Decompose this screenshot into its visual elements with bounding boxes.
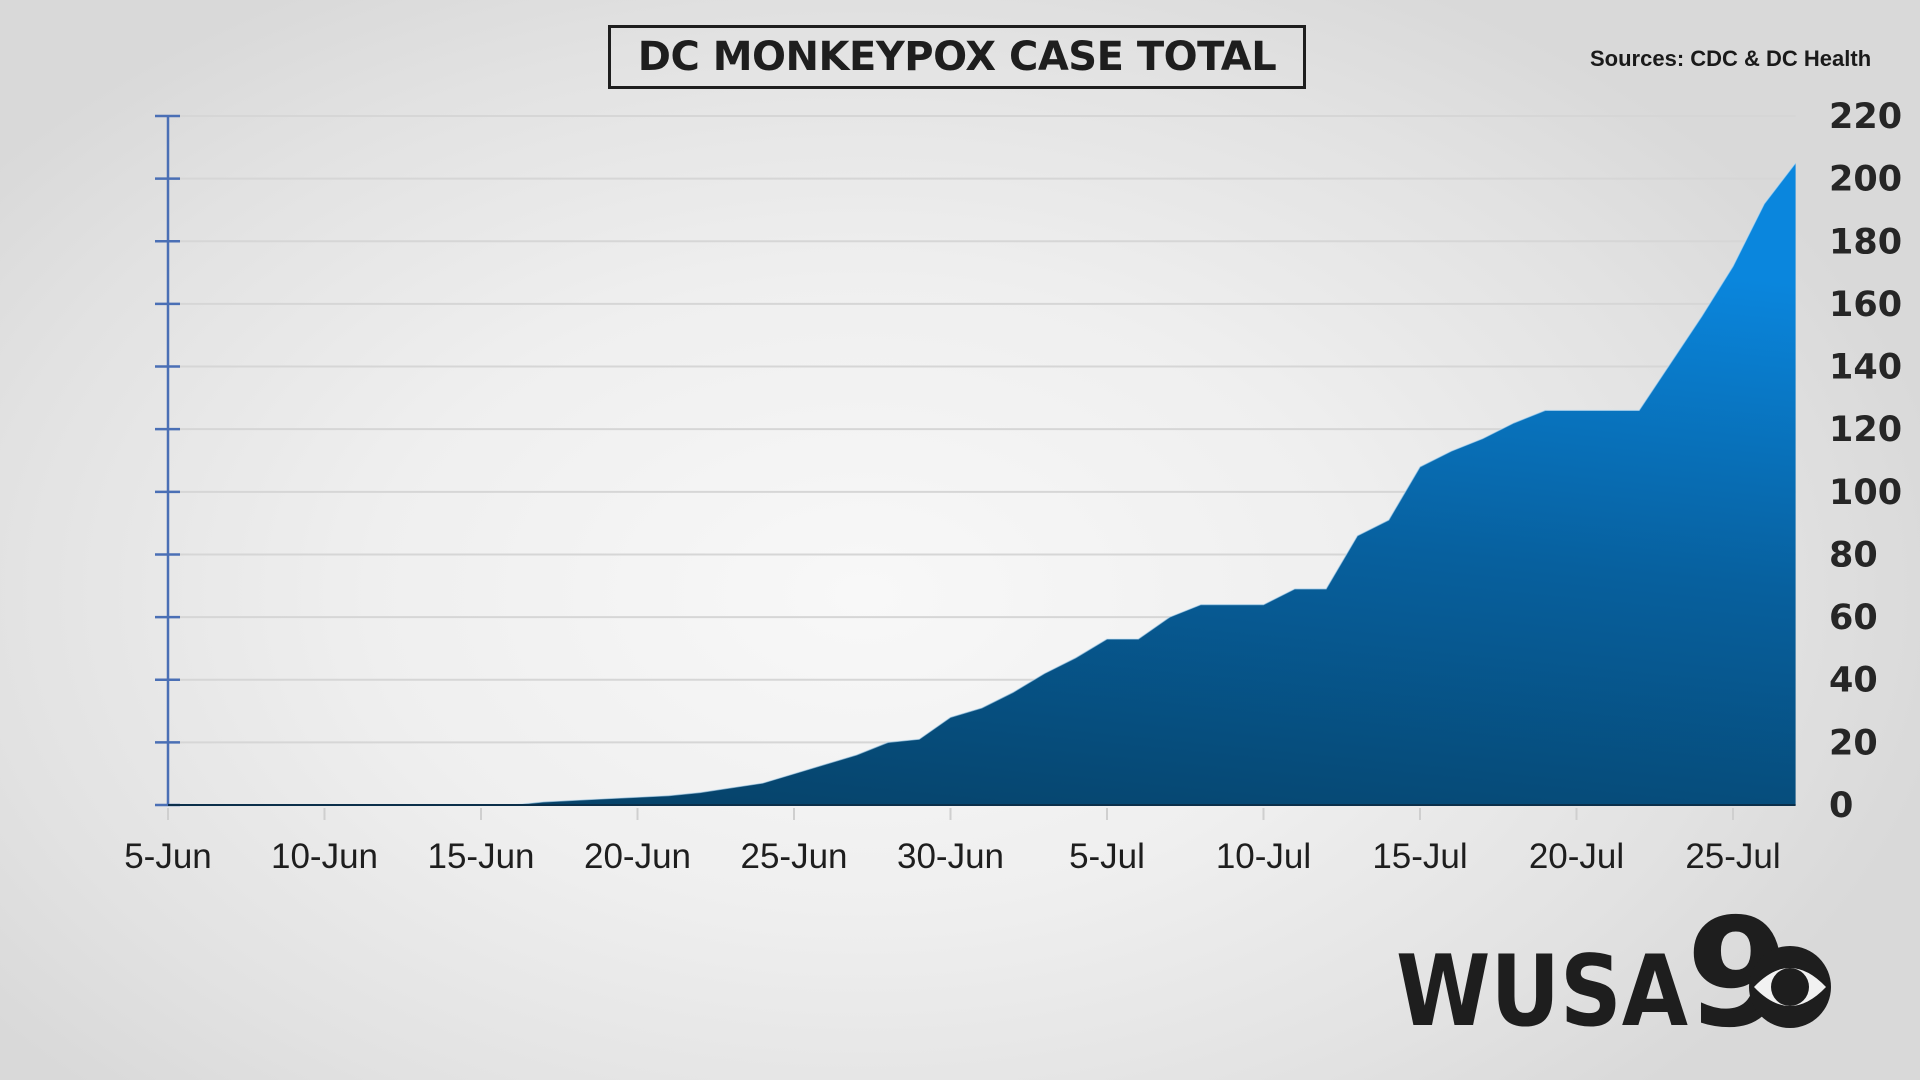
x-tick-label: 20-Jul <box>1529 837 1624 876</box>
wusa9-logo: WUSA 9 <box>1396 905 1831 1035</box>
x-tick-label: 20-Jun <box>584 837 691 876</box>
logo-wordmark: WUSA <box>1396 935 1688 1035</box>
y-tick-label: 120 <box>1829 410 1902 450</box>
x-tick-label: 25-Jun <box>740 837 847 876</box>
cbs-eye-icon <box>1749 946 1831 1028</box>
y-tick-label: 20 <box>1829 723 1878 763</box>
chart-title: DC MONKEYPOX CASE TOTAL <box>608 25 1306 89</box>
y-tick-label: 180 <box>1829 222 1902 262</box>
y-tick-label: 40 <box>1829 661 1878 701</box>
x-tick-label: 30-Jun <box>897 837 1004 876</box>
x-axis-labels: 5-Jun 10-Jun 15-Jun 20-Jun 25-Jun 30-Jun 5-Jul… <box>124 837 1780 876</box>
y-tick-label: 100 <box>1829 473 1902 513</box>
y-tick-label: 0 <box>1829 786 1853 826</box>
case-total-area <box>168 163 1796 805</box>
sources-note: Sources: CDC & DC Health <box>1590 46 1872 71</box>
left-y-axis <box>155 114 180 807</box>
y-tick-label: 160 <box>1829 285 1902 325</box>
x-tick-label: 10-Jun <box>271 837 378 876</box>
x-tick-label: 5-Jun <box>124 837 212 876</box>
y-tick-label: 80 <box>1829 535 1878 575</box>
x-tick-label: 25-Jul <box>1685 837 1780 876</box>
x-axis <box>167 804 1796 820</box>
y-axis-labels: 0 20 40 60 80 100 120 140 160 180 200 220 <box>1829 97 1902 826</box>
x-tick-label: 15-Jul <box>1372 837 1467 876</box>
y-tick-label: 60 <box>1829 598 1878 638</box>
y-tick-label: 140 <box>1829 348 1902 388</box>
x-tick-label: 15-Jun <box>427 837 534 876</box>
x-tick-label: 5-Jul <box>1069 837 1145 876</box>
y-tick-label: 200 <box>1829 160 1902 200</box>
x-tick-label: 10-Jul <box>1216 837 1311 876</box>
y-tick-label: 220 <box>1829 97 1902 137</box>
